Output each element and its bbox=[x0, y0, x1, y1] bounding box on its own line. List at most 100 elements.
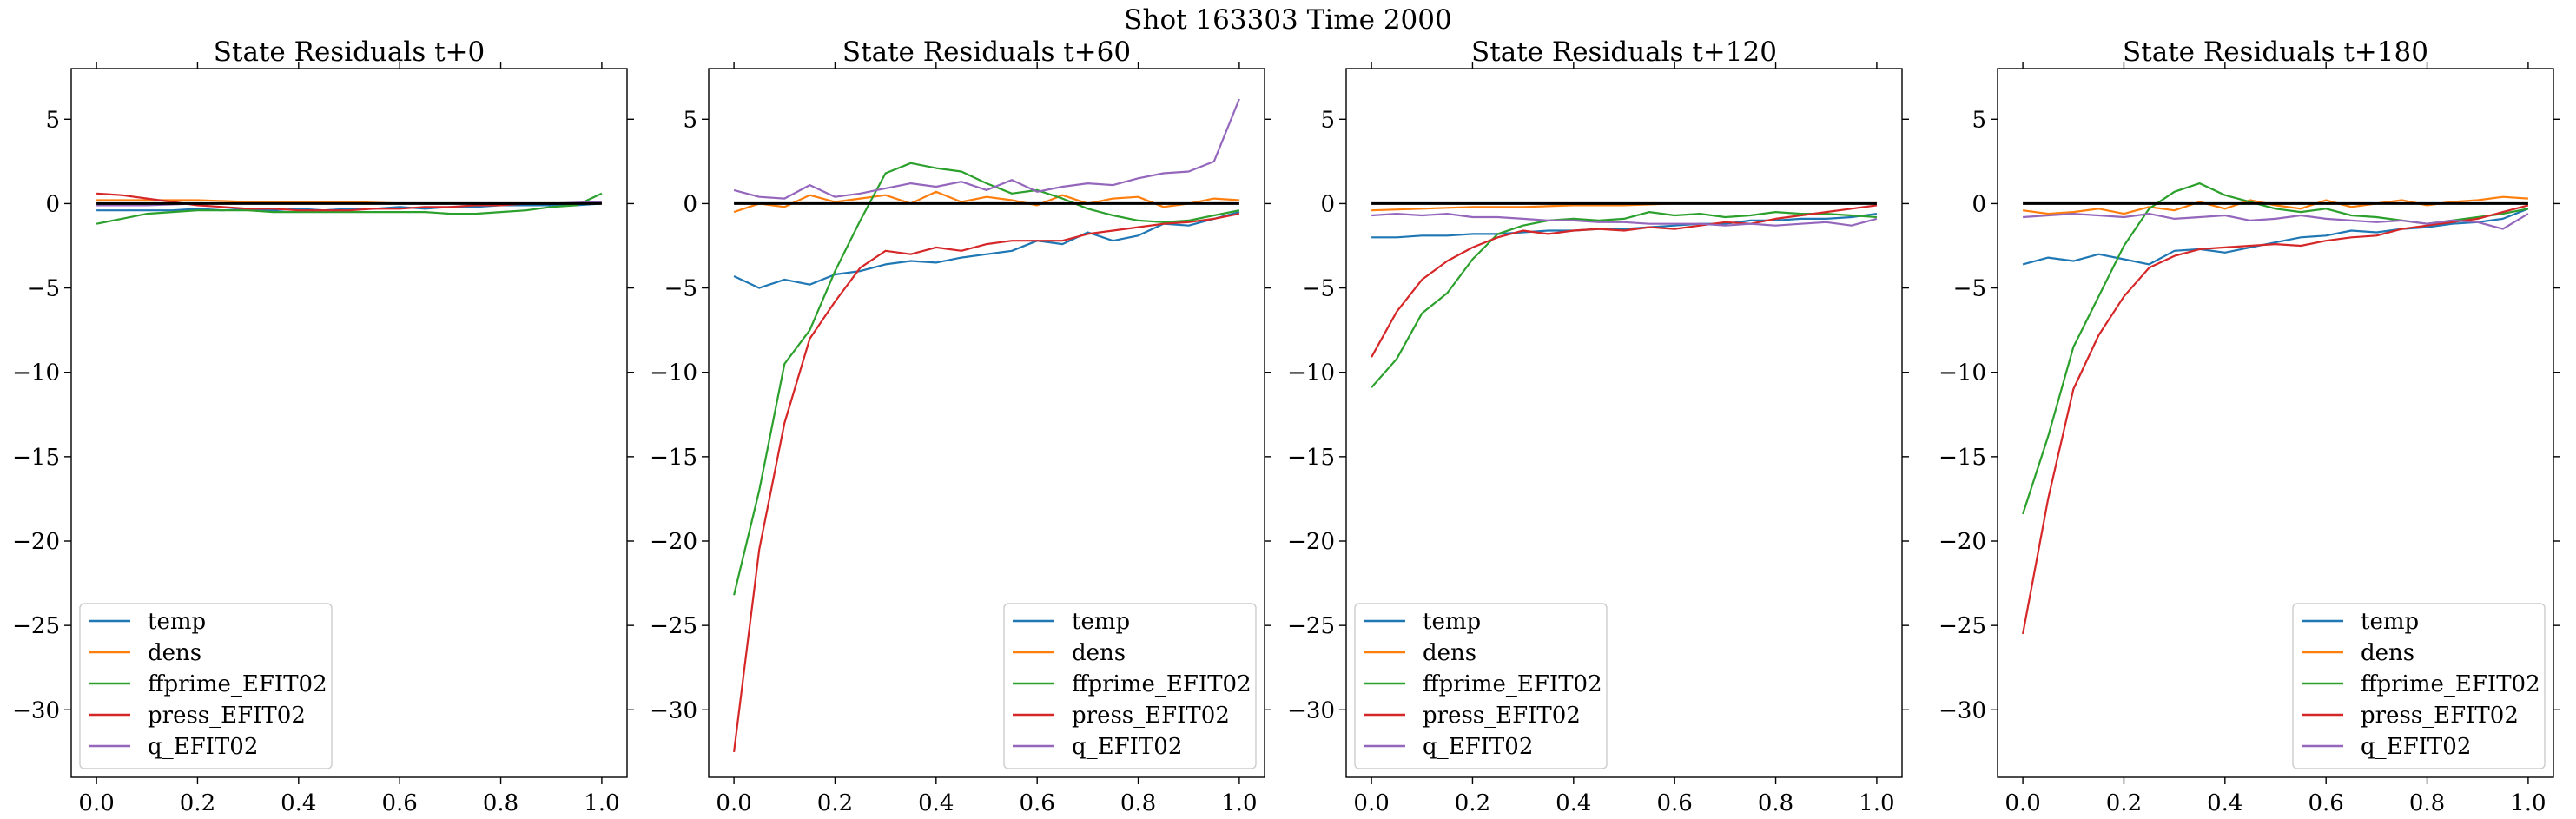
y-tick-label: −30 bbox=[650, 697, 697, 723]
series-line-ffprime_EFIT02 bbox=[733, 162, 1240, 596]
x-tick-label: 0.4 bbox=[2207, 790, 2242, 816]
x-tick-label: 0.8 bbox=[483, 790, 519, 816]
axes-frame bbox=[1997, 68, 2554, 778]
x-tick-label: 0.0 bbox=[2005, 790, 2040, 816]
legend-label: q_EFIT02 bbox=[1072, 734, 1182, 760]
legend-label: dens bbox=[148, 640, 201, 666]
x-tick-label: 1.0 bbox=[2510, 790, 2546, 816]
series-line-q_EFIT02 bbox=[2023, 213, 2529, 230]
panel-title: State Residuals t+120 bbox=[1471, 36, 1777, 68]
legend-label: press_EFIT02 bbox=[148, 703, 306, 729]
y-tick-label: −25 bbox=[1287, 613, 1335, 639]
legend: temp dens ffprime_EFIT02 press_EFIT02 q_EFIT… bbox=[1354, 603, 1608, 769]
x-tick-label: 1.0 bbox=[1221, 790, 1257, 816]
legend: temp dens ffprime_EFIT02 press_EFIT02 q_EFIT… bbox=[1003, 603, 1257, 769]
series-line-ffprime_EFIT02 bbox=[1371, 211, 1877, 388]
x-tick-label: 0.6 bbox=[1657, 790, 1693, 816]
y-tick-label: 0 bbox=[1972, 191, 1986, 217]
legend-label: ffprime_EFIT02 bbox=[148, 671, 327, 697]
legend-label: temp bbox=[1423, 609, 1481, 635]
y-tick-label: −15 bbox=[1939, 445, 1986, 471]
x-tick-label: 0.0 bbox=[1353, 790, 1389, 816]
series-line-temp bbox=[733, 211, 1240, 289]
x-tick-label: 0.6 bbox=[2308, 790, 2344, 816]
y-tick-label: −25 bbox=[12, 613, 60, 639]
x-tick-label: 0.2 bbox=[817, 790, 853, 816]
panel-title: State Residuals t+0 bbox=[214, 36, 485, 68]
y-tick-label: 5 bbox=[45, 107, 60, 133]
legend: temp dens ffprime_EFIT02 press_EFIT02 q_EFIT… bbox=[2292, 603, 2546, 769]
y-tick-label: −20 bbox=[1287, 529, 1335, 555]
legend-label: press_EFIT02 bbox=[2361, 703, 2519, 729]
x-tick-label: 1.0 bbox=[1859, 790, 1894, 816]
legend-label: q_EFIT02 bbox=[2361, 734, 2471, 760]
x-tick-label: 0.2 bbox=[2106, 790, 2142, 816]
x-tick-label: 0.4 bbox=[918, 790, 954, 816]
x-tick-label: 0.4 bbox=[1556, 790, 1591, 816]
series-line-ffprime_EFIT02 bbox=[96, 192, 603, 225]
y-tick-label: 5 bbox=[1972, 107, 1986, 133]
x-tick-label: 0.0 bbox=[78, 790, 114, 816]
series-line-temp bbox=[2022, 208, 2529, 266]
y-tick-label: −20 bbox=[12, 529, 60, 555]
legend-label: temp bbox=[2361, 609, 2419, 635]
y-tick-label: 0 bbox=[45, 191, 60, 217]
legend-label: dens bbox=[2361, 640, 2414, 666]
y-tick-label: 0 bbox=[1320, 191, 1335, 217]
legend-label: temp bbox=[148, 609, 206, 635]
y-tick-label: −5 bbox=[27, 276, 60, 302]
x-tick-label: 0.4 bbox=[281, 790, 316, 816]
y-tick-label: −30 bbox=[1287, 697, 1335, 723]
series-line-q_EFIT02 bbox=[733, 98, 1240, 200]
y-tick-label: 5 bbox=[1320, 107, 1335, 133]
figure-suptitle: Shot 163303 Time 2000 bbox=[1124, 4, 1451, 36]
x-tick-label: 0.8 bbox=[2409, 790, 2445, 816]
series-line-temp bbox=[96, 202, 602, 212]
x-tick-label: 0.6 bbox=[1020, 790, 1055, 816]
legend-label: dens bbox=[1423, 640, 1476, 666]
series-line-q_EFIT02 bbox=[1371, 213, 1878, 227]
x-tick-label: 0.6 bbox=[382, 790, 418, 816]
legend-label: ffprime_EFIT02 bbox=[1072, 671, 1252, 697]
x-tick-label: 1.0 bbox=[584, 790, 619, 816]
panel-title: State Residuals t+180 bbox=[2123, 36, 2428, 68]
panel-3: 0.0 0.2 0.4 0.6 0.8 1.0 5 0 −5 −10 −15 −20 −25 −30 Sta… bbox=[1939, 36, 2560, 816]
legend-label: q_EFIT02 bbox=[148, 734, 258, 760]
y-tick-label: −5 bbox=[664, 276, 697, 302]
y-tick-label: −15 bbox=[1287, 445, 1335, 471]
legend: temp dens ffprime_EFIT02 press_EFIT02 q_EFIT… bbox=[79, 603, 333, 769]
y-tick-label: −10 bbox=[1939, 360, 1986, 386]
y-tick-label: −20 bbox=[650, 529, 697, 555]
series-line-temp bbox=[1371, 213, 1878, 239]
legend-label: ffprime_EFIT02 bbox=[2361, 671, 2540, 697]
panel-0: 0.0 0.2 0.4 0.6 0.8 1.0 5 0 −5 −10 −15 −20 −25 −30 Sta… bbox=[12, 36, 634, 816]
legend-label: press_EFIT02 bbox=[1072, 703, 1230, 729]
legend-label: dens bbox=[1072, 640, 1126, 666]
y-tick-label: −5 bbox=[1302, 276, 1335, 302]
axes-frame bbox=[70, 68, 628, 778]
series-line-press_EFIT02 bbox=[733, 213, 1240, 753]
y-tick-label: 5 bbox=[683, 107, 697, 133]
legend-box bbox=[1003, 603, 1257, 769]
legend-box bbox=[79, 603, 333, 769]
panel-1: 0.0 0.2 0.4 0.6 0.8 1.0 5 0 −5 −10 −15 −20 −25 −30 Sta… bbox=[650, 36, 1271, 816]
legend-label: ffprime_EFIT02 bbox=[1423, 671, 1602, 697]
series-line-press_EFIT02 bbox=[2022, 204, 2529, 635]
y-tick-label: −15 bbox=[12, 445, 60, 471]
y-tick-label: −10 bbox=[650, 360, 697, 386]
y-tick-label: −5 bbox=[1953, 276, 1986, 302]
legend-box bbox=[1354, 603, 1608, 769]
y-tick-label: −30 bbox=[12, 697, 60, 723]
legend-box bbox=[2292, 603, 2546, 769]
y-tick-label: 0 bbox=[683, 191, 697, 217]
y-tick-label: −20 bbox=[1939, 529, 1986, 555]
x-tick-label: 0.8 bbox=[1758, 790, 1793, 816]
panels: 0.0 0.2 0.4 0.6 0.8 1.0 5 0 −5 −10 −15 −20 −25 −30 Sta… bbox=[12, 36, 2560, 816]
x-tick-label: 0.0 bbox=[716, 790, 751, 816]
axes-frame bbox=[708, 68, 1265, 778]
x-tick-label: 0.2 bbox=[1455, 790, 1490, 816]
panel-2: 0.0 0.2 0.4 0.6 0.8 1.0 5 0 −5 −10 −15 −20 −25 −30 Sta… bbox=[1287, 36, 1909, 816]
series-line-press_EFIT02 bbox=[1371, 204, 1878, 358]
y-tick-label: −30 bbox=[1939, 697, 1986, 723]
